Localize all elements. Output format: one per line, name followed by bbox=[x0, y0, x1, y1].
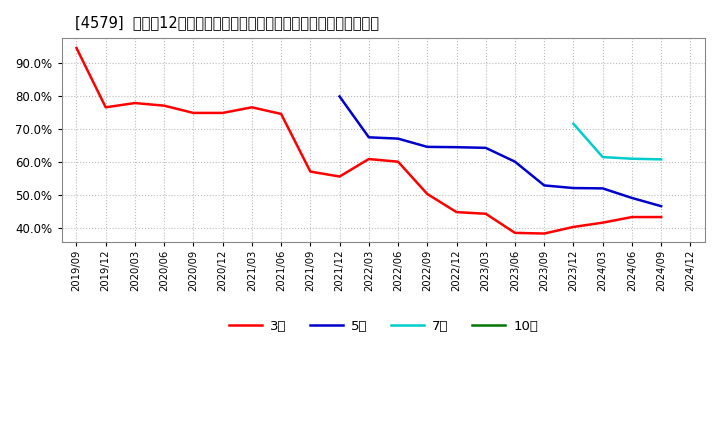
Line: 5年: 5年 bbox=[340, 96, 661, 206]
3年 bbox=[657, 214, 665, 220]
Line: 7年: 7年 bbox=[573, 124, 661, 159]
3年 bbox=[598, 220, 607, 225]
5年 bbox=[452, 145, 461, 150]
3年 bbox=[276, 111, 285, 117]
7年 bbox=[657, 157, 665, 162]
5年 bbox=[364, 135, 373, 140]
5年 bbox=[598, 186, 607, 191]
5年 bbox=[510, 159, 519, 164]
3年 bbox=[102, 105, 110, 110]
3年 bbox=[540, 231, 549, 236]
7年 bbox=[569, 121, 577, 126]
Line: 3年: 3年 bbox=[76, 48, 661, 234]
3年 bbox=[189, 110, 198, 116]
5年 bbox=[423, 144, 431, 150]
5年 bbox=[628, 195, 636, 201]
3年 bbox=[628, 214, 636, 220]
5年 bbox=[569, 185, 577, 191]
3年 bbox=[452, 209, 461, 215]
7年 bbox=[628, 156, 636, 161]
3年 bbox=[510, 230, 519, 235]
Text: [4579]  売上高12か月移動合計の対前年同期増減率の標準偏差の推移: [4579] 売上高12か月移動合計の対前年同期増減率の標準偏差の推移 bbox=[75, 15, 379, 30]
3年 bbox=[248, 105, 256, 110]
3年 bbox=[423, 191, 431, 197]
5年 bbox=[540, 183, 549, 188]
5年 bbox=[394, 136, 402, 141]
3年 bbox=[72, 45, 81, 51]
3年 bbox=[394, 159, 402, 164]
3年 bbox=[160, 103, 168, 108]
7年 bbox=[598, 154, 607, 160]
3年 bbox=[336, 174, 344, 179]
Legend: 3年, 5年, 7年, 10年: 3年, 5年, 7年, 10年 bbox=[223, 315, 544, 338]
5年 bbox=[657, 204, 665, 209]
5年 bbox=[336, 94, 344, 99]
3年 bbox=[364, 156, 373, 161]
3年 bbox=[130, 100, 139, 106]
3年 bbox=[306, 169, 315, 174]
3年 bbox=[218, 110, 227, 116]
3年 bbox=[482, 211, 490, 216]
5年 bbox=[482, 145, 490, 150]
3年 bbox=[569, 224, 577, 230]
